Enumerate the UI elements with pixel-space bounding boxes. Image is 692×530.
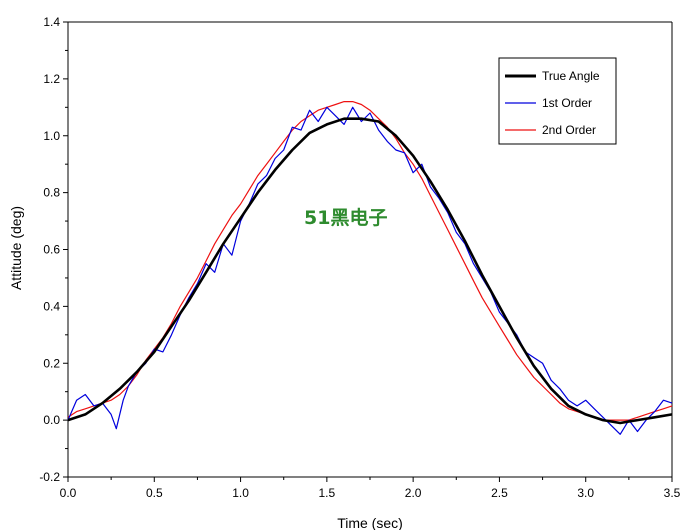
x-tick-label: 3.5 [664,486,681,500]
watermark-text: 51黑电子 [304,206,387,229]
y-tick-label: 1.4 [43,15,60,29]
y-axis-title: Attitude (deg) [8,206,24,290]
y-tick-label: 1.2 [43,72,60,86]
y-axis-ticks: -0.2 0.0 0.2 0.4 0.6 0.8 1.0 1.2 1.4 [39,15,68,484]
legend: True Angle 1st Order 2nd Order [498,57,617,145]
x-axis-title: Time (sec) [337,515,403,530]
y-tick-label: 0.2 [43,356,60,370]
y-tick-label: 0.6 [43,243,60,257]
y-tick-label: 0.8 [43,186,60,200]
series-layer [67,101,673,435]
y-tick-label: 0.0 [43,413,60,427]
true-angle-line [67,117,673,425]
x-axis-ticks: 0.0 0.5 1.0 1.5 2.0 2.5 3.0 3.5 [60,477,681,500]
second-order-line [67,101,673,421]
x-tick-label: 3.0 [577,486,594,500]
legend-label-true-angle: True Angle [542,69,600,83]
legend-label-2nd-order: 2nd Order [542,123,596,137]
x-tick-label: 0.0 [60,486,77,500]
y-tick-label: -0.2 [39,470,60,484]
x-tick-label: 1.0 [232,486,249,500]
x-tick-label: 0.5 [146,486,163,500]
first-order-line [67,106,673,435]
legend-label-1st-order: 1st Order [542,96,592,110]
y-tick-label: 1.0 [43,129,60,143]
x-tick-label: 1.5 [319,486,336,500]
x-tick-label: 2.5 [491,486,508,500]
x-tick-label: 2.0 [405,486,422,500]
y-tick-label: 0.4 [43,299,60,313]
